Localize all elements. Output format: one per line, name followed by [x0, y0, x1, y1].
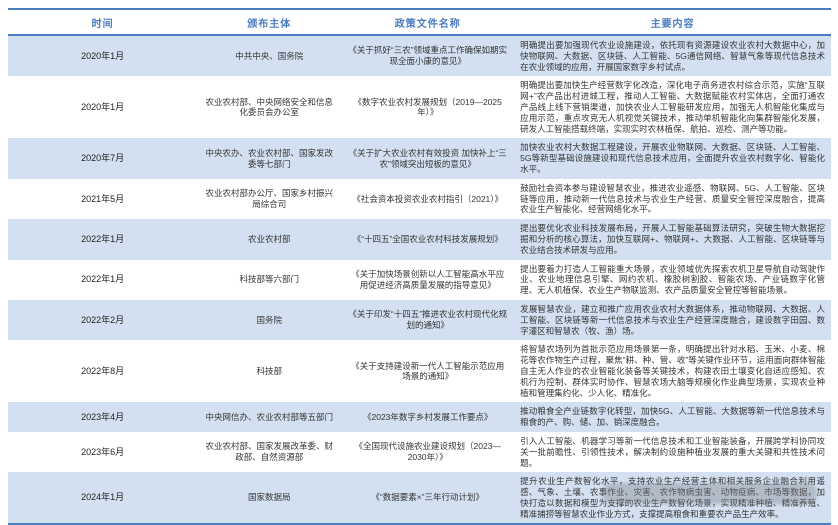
cell-content: 明确提出要加快生产经营数字化改造，深化电子商务进农村综合示范，实施“互联网+”农… [520, 80, 825, 134]
cell-content: 明确提出要加强现代农业设施建设，依托现有资源建设农业农村大数据中心，加快物联网、… [520, 40, 825, 72]
table-body: 2020年1月 中共中央、国务院 《关于抓好“三农”领域重点工作确保如期实现全面小康… [8, 35, 831, 525]
cell-policy: 《关于加快场景创新以人工智能高水平应用促进经济高质量发展的指导意见》 [351, 268, 505, 290]
table-header: 时间 颁布主体 政策文件名称 主要内容 [8, 9, 831, 36]
cell-policy: 《“十四五”全国农业农村科技发展规划》 [352, 233, 503, 244]
cell-content: 发展智慧农业，建立和推广应用农业农村大数据体系，推动物联网、大数据、人工智能、区… [520, 303, 825, 336]
cell-time: 2023年6月 [81, 446, 125, 457]
cell-issuer: 农业农村部 [248, 233, 291, 244]
cell-content: 引入人工智能、机器学习等新一代信息技术和工业智能装备，开展跨学科协同攻关一批前瞻… [520, 435, 825, 468]
cell-policy: 《社会资本投资农业农村指引（2021）》 [352, 193, 504, 204]
cell-policy: 《关于印发“十四五”推进农业农村现代化规划的通知》 [348, 309, 508, 331]
cell-issuer: 科技部 [256, 365, 283, 376]
cell-issuer: 中共中央、国务院 [235, 50, 304, 61]
cell-issuer: 科技部等六部门 [239, 274, 300, 285]
cell-policy: 《关于支持建设新一代人工智能示范应用场景的通知》 [351, 360, 505, 382]
table-row: 2020年1月 农业农村部、中央网络安全和信息化委员会办公室 《数字农业农村发展规划… [8, 76, 831, 139]
table-row: 2022年1月 科技部等六部门 《关于加快场景创新以人工智能高水平应用促进经济高质量… [8, 259, 831, 300]
cell-content: 加快农业农村大数据工程建设，开展农业物联网、大数据、区块链、人工智能、5G等新型… [520, 142, 825, 174]
cell-issuer: 中央农办、农业农村部、国家发改委等七部门 [205, 147, 334, 169]
agriculture-ai-policy-table: 时间 颁布主体 政策文件名称 主要内容 2020年1月 中共中央、国务院 《关于抓好… [8, 8, 831, 525]
table-row: 2021年5月 农业农村部办公厅、国家乡村振兴局综合司 《社会资本投资农业农村指引（… [8, 178, 831, 220]
cell-time: 2023年4月 [81, 411, 125, 422]
cell-policy: 《关于扩大农业农村有效投资 加快补上“三农”领域突出短板的意见》 [348, 147, 507, 169]
column-header-issuer: 颁布主体 [197, 9, 342, 36]
cell-time: 2024年1月 [81, 492, 125, 503]
table-row: 2024年1月 国家数据局 《“数据要素×”三年行动计划》 提升农业生产数智化水平，支… [8, 472, 831, 525]
table-header-row: 时间 颁布主体 政策文件名称 主要内容 [8, 9, 831, 36]
cell-time: 2020年1月 [81, 50, 125, 61]
column-header-content: 主要内容 [514, 9, 831, 36]
cell-time: 2020年1月 [81, 101, 125, 112]
cell-policy: 《2023年数字乡村发展工作要点》 [363, 411, 493, 422]
cell-issuer: 国家数据局 [248, 492, 291, 503]
cell-policy: 《关于抓好“三农”领域重点工作确保如期实现全面小康的意见》 [348, 45, 508, 67]
table-row: 2023年6月 农业农村部、国家发展改革委、财政部、自然资源部 《全国现代设施农业建… [8, 431, 831, 473]
cell-content: 推动粮食全产业链数字化转型，加快5G、人工智能、大数据等新一代信息技术与粮食的产… [520, 406, 825, 428]
cell-issuer: 农业农村部、国家发展改革委、财政部、自然资源部 [205, 441, 334, 463]
table-row: 2022年2月 国务院 《关于印发“十四五”推进农业农村现代化规划的通知》 发展智慧农… [8, 299, 831, 341]
cell-policy: 《数字农业农村发展规划（2019—2025年）》 [353, 96, 502, 118]
table-row: 2022年1月 农业农村部 《“十四五”全国农业农村科技发展规划》 提出要优化农业科技… [8, 219, 831, 260]
column-header-time: 时间 [8, 9, 198, 36]
cell-issuer: 农业农村部、中央网络安全和信息化委员会办公室 [205, 96, 334, 118]
table-row: 2020年1月 中共中央、国务院 《关于抓好“三农”领域重点工作确保如期实现全面小康… [8, 35, 831, 77]
column-header-policy: 政策文件名称 [341, 9, 515, 36]
watermark-smudge [602, 483, 817, 505]
cell-content: 提出要着力打造人工智能重大场景，农业领域优先探索农机卫星导航自动驾驶作业、农业地… [520, 263, 825, 296]
table-row: 2023年4月 中央网信办、农业农村部等五部门 《2023年数字乡村发展工作要点》 推… [8, 402, 831, 432]
policy-table-page: 时间 颁布主体 政策文件名称 主要内容 2020年1月 中共中央、国务院 《关于抓好… [8, 8, 831, 525]
cell-time: 2022年1月 [81, 274, 125, 285]
cell-issuer: 中央网信办、农业农村部等五部门 [205, 411, 334, 422]
cell-time: 2020年7月 [81, 153, 125, 164]
cell-content: 提升农业生产数智化水平，支持农业生产经营主体和相关服务企业融合利用遥感、气象、土… [520, 476, 825, 519]
cell-policy: 《“数据要素×”三年行动计划》 [371, 492, 485, 503]
table-row: 2020年7月 中央农办、农业农村部、国家发改委等七部门 《关于扩大农业农村有效投资… [8, 138, 831, 179]
cell-content: 将智慧农场列为首批示范应用场景第一条，明确提出针对水稻、玉米、小麦、棉花等农作物… [520, 344, 825, 398]
cell-time: 2022年8月 [81, 365, 125, 376]
cell-time: 2022年1月 [81, 233, 125, 244]
cell-policy: 《全国现代设施农业建设规划（2023—2030年）》 [354, 441, 501, 463]
cell-time: 2021年5月 [81, 193, 125, 204]
cell-content: 鼓励社会资本参与建设智慧农业，推进农业遥感、物联网、5G、人工智能、区块链等应用… [520, 182, 825, 215]
cell-issuer: 国务院 [256, 314, 283, 325]
cell-time: 2022年2月 [81, 314, 125, 325]
table-row: 2022年8月 科技部 《关于支持建设新一代人工智能示范应用场景的通知》 将智慧农场列… [8, 340, 831, 403]
cell-content: 提出要优化农业科技发展布局，开展人工智能基础算法研究，突破生物大数据挖掘和分析的… [520, 223, 825, 255]
cell-issuer: 农业农村部办公厅、国家乡村振兴局综合司 [205, 188, 334, 209]
